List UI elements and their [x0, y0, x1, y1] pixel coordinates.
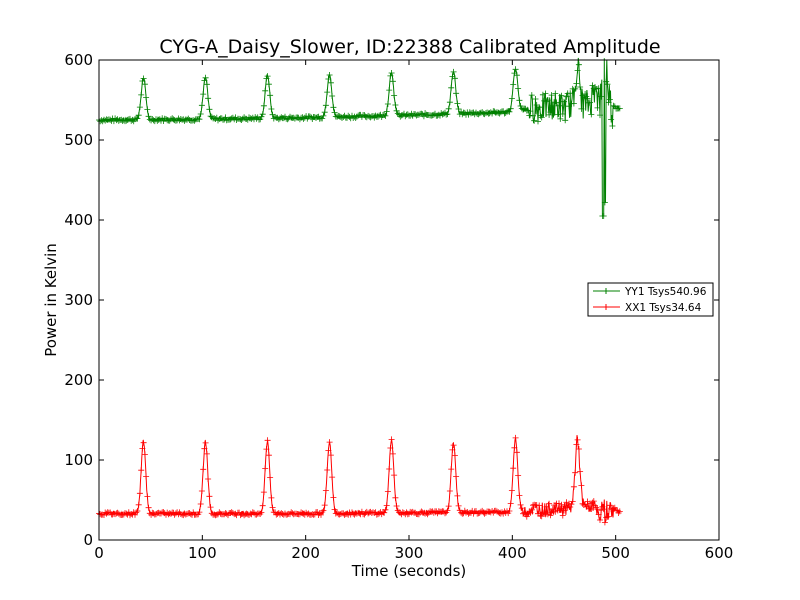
x-tick-label: 100 — [188, 544, 217, 562]
x-tick-label: 200 — [291, 544, 320, 562]
series-xx1 — [96, 434, 623, 526]
series-markers — [96, 434, 623, 526]
y-tick-label: 200 — [64, 371, 93, 389]
y-tick-label: 0 — [83, 531, 93, 549]
legend: YY1 Tsys540.96 XX1 Tsys34.64 — [587, 282, 714, 317]
legend-marker — [603, 288, 609, 294]
y-tick-label: 600 — [64, 51, 93, 69]
y-tick-label: 300 — [64, 291, 93, 309]
axis-ticks: 0 100 200 300 400 500 600 0 100 200 300 400 500 600 — [64, 51, 733, 562]
legend-marker — [603, 304, 609, 310]
legend-item: XX1 Tsys34.64 — [593, 302, 702, 314]
legend-item: YY1 Tsys540.96 — [593, 286, 707, 298]
x-tick-label: 500 — [601, 544, 630, 562]
x-tick-label: 400 — [498, 544, 527, 562]
series-yy1 — [96, 57, 623, 219]
x-tick-label: 300 — [395, 544, 424, 562]
x-tick-label: 0 — [94, 544, 104, 562]
x-tick-label: 600 — [705, 544, 734, 562]
y-axis-label: Power in Kelvin — [42, 243, 60, 357]
legend-label: XX1 Tsys34.64 — [625, 302, 702, 314]
legend-box — [587, 282, 714, 317]
y-tick-label: 400 — [64, 211, 93, 229]
plot-area — [96, 57, 623, 526]
legend-label: YY1 Tsys540.96 — [624, 286, 707, 298]
x-axis-label: Time (seconds) — [351, 562, 467, 580]
chart-title: CYG-A_Daisy_Slower, ID:22388 Calibrated … — [159, 36, 660, 58]
series-line — [98, 57, 621, 217]
y-tick-label: 100 — [64, 451, 93, 469]
series-markers — [96, 61, 623, 219]
y-tick-label: 500 — [64, 131, 93, 149]
